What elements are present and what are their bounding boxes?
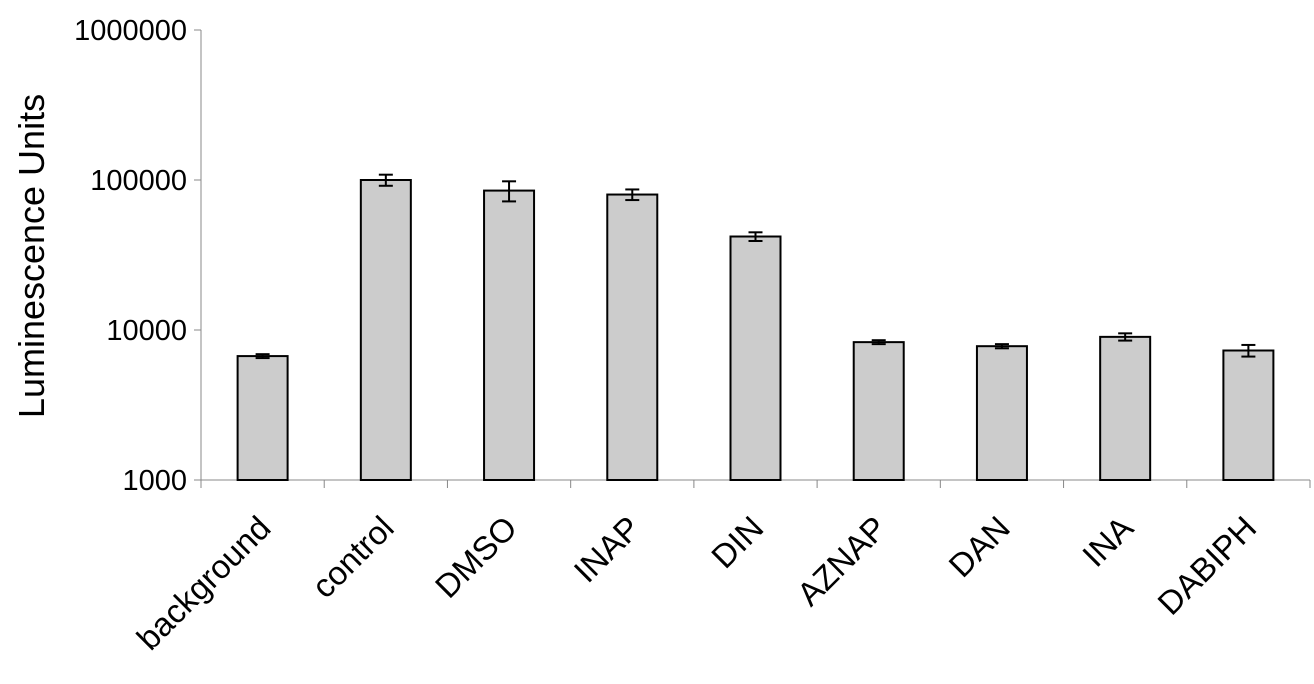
bar-din: [729, 235, 782, 481]
category-label-inap: INAP: [567, 509, 648, 590]
category-label-aznap: AZNAP: [790, 509, 894, 613]
bar-aznap: [852, 341, 905, 481]
y-tick-label: 10000: [106, 315, 187, 347]
category-label-din: DIN: [704, 509, 770, 575]
bar-inap: [606, 193, 659, 481]
bars: [236, 179, 1275, 482]
category-label-dabiph: DABIPH: [1150, 509, 1263, 622]
category-labels: background control DMSO INAP DIN AZNAP DAN INA D…: [129, 509, 1263, 657]
error-bars: [255, 173, 1256, 360]
bar-dan: [975, 345, 1028, 482]
y-axis-title: Luminescence Units: [11, 94, 52, 418]
category-label-ina: INA: [1075, 509, 1140, 574]
bar-control: [359, 179, 412, 481]
bar-background: [236, 355, 289, 481]
y-tick-label: 1000000: [74, 15, 187, 47]
bar-dmso: [483, 189, 536, 481]
category-label-dmso: DMSO: [428, 509, 524, 605]
bar-dabiph: [1222, 349, 1275, 481]
y-tick-labels: 1000 10000 100000 1000000: [74, 15, 187, 497]
y-tick-label: 100000: [90, 165, 187, 197]
y-tick-label: 1000: [122, 465, 187, 497]
category-label-background: background: [129, 509, 277, 657]
bar-ina: [1099, 335, 1152, 481]
category-label-control: control: [305, 509, 401, 605]
category-label-dan: DAN: [941, 509, 1016, 584]
